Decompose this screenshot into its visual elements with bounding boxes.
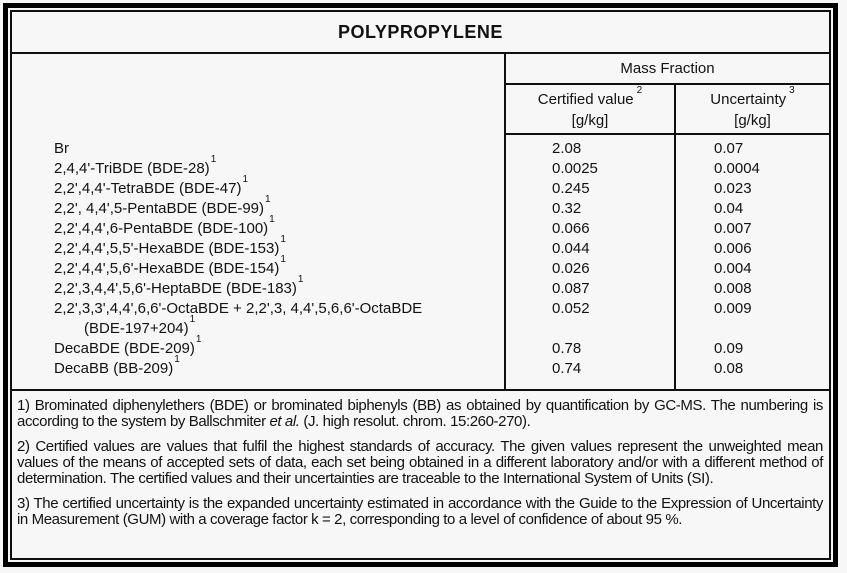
footnote-1-italic: et al.: [269, 413, 300, 430]
table-title: POLYPROPYLENE: [12, 12, 829, 54]
footnote-1: 1) Brominated diphenylethers (BDE) or br…: [17, 398, 823, 430]
uncertainty-label: Uncertainty3: [710, 85, 795, 109]
certified-value: 0.052: [552, 300, 590, 317]
certified-value: 0.245: [552, 180, 590, 197]
footnote-ref-1: 1: [280, 254, 286, 265]
uncertainty-value: 0.023: [714, 180, 752, 197]
certified-unit-label: [g/kg]: [571, 112, 609, 129]
mass-fraction-group: Mass Fraction Certified value2 [g/kg] Un…: [506, 54, 829, 135]
data-section: Br 2,4,4'-TriBDE (BDE-28)1 2,2',4,4'-Tetra…: [12, 135, 829, 391]
certified-value: 2.08: [552, 140, 582, 157]
compound-name: (BDE-197+204)1: [84, 314, 196, 338]
compound-name: 2,2',4,4',5,6'-HexaBDE (BDE-154)1: [54, 254, 286, 278]
table-header: Mass Fraction Certified value2 [g/kg] Un…: [12, 54, 829, 135]
compound-name: DecaBDE (BDE-209)1: [54, 334, 202, 358]
uncertainty-value: 0.008: [714, 280, 752, 297]
certified-value: 0.74: [552, 360, 582, 377]
certified-value: 0.32: [552, 200, 582, 217]
compound-name: 2,2',4,4',6-PentaBDE (BDE-100)1: [54, 214, 275, 238]
uncertainty-value: 0.09: [714, 340, 744, 357]
footnote-ref-1: 1: [189, 314, 196, 325]
footnote-1-text: 1) Brominated diphenylethers (BDE) or br…: [17, 397, 823, 430]
uncertainty-value: [714, 319, 829, 339]
certified-value: 0.044: [552, 240, 590, 257]
certified-value: 0.78: [552, 340, 582, 357]
table-frame: POLYPROPYLENE Mass Fraction Certified va…: [3, 3, 838, 567]
uncertainty-value: 0.04: [714, 200, 744, 217]
compound-name: Br: [54, 140, 69, 157]
footnote-ref-1: 1: [242, 174, 249, 185]
certified-value-header: Certified value2 [g/kg]: [506, 85, 676, 133]
footnote-2: 2) Certified values are values that fulf…: [17, 438, 823, 487]
uncertainty-value: 0.004: [714, 260, 752, 277]
compound-name: 2,4,4'-TriBDE (BDE-28)1: [54, 154, 217, 178]
certificate-table: POLYPROPYLENE Mass Fraction Certified va…: [10, 10, 831, 560]
compound-name: 2,2',3,4,4',5,6'-HeptaBDE (BDE-183)1: [54, 274, 304, 298]
uncertainty-value: 0.007: [714, 220, 752, 237]
uncertainty-unit-label: [g/kg]: [734, 112, 771, 129]
certified-value: 0.066: [552, 220, 590, 237]
compound-column: Br 2,4,4'-TriBDE (BDE-28)1 2,2',4,4'-Tetra…: [12, 135, 506, 389]
certified-value: 0.0025: [552, 160, 598, 177]
uncertainty-value: 0.08: [714, 360, 744, 377]
footnote-ref-1: 1: [174, 354, 180, 365]
uncertainty-header: Uncertainty3 [g/kg]: [676, 85, 829, 133]
subheader-row: Certified value2 [g/kg] Uncertainty3 [g/…: [506, 85, 829, 135]
compound-name: 2,2',4,4',5,5'-HexaBDE (BDE-153)1: [54, 234, 286, 258]
footnote-ref-2: 2: [636, 85, 643, 96]
footnote-ref-1: 1: [297, 274, 304, 285]
certified-value: [552, 319, 674, 339]
certified-value: 0.026: [552, 260, 590, 277]
uncertainty-value: 0.0004: [714, 160, 760, 177]
footnote-ref-1: 1: [195, 334, 202, 345]
footnote-1-ref: (J. high resolut. chrom. 15:260-270).: [299, 413, 531, 430]
compound-name: 2,2',3,3',4,4',6,6'-OctaBDE + 2,2',3, 4,…: [54, 300, 423, 317]
uncertainty-value: 0.009: [714, 300, 752, 317]
footnote-ref-1: 1: [210, 154, 217, 165]
footnote-ref-1: 1: [280, 234, 286, 245]
mass-fraction-header: Mass Fraction: [506, 54, 829, 85]
compound-name: DecaBB (BB-209)1: [54, 354, 180, 378]
empty-header-cell: [12, 54, 506, 135]
certified-value-column: 2.08 0.0025 0.245 0.32 0.066 0.044 0.026 0.087 0…: [506, 135, 676, 389]
footnote-ref-3: 3: [789, 85, 795, 96]
footnote-3: 3) The certified uncertainty is the expa…: [17, 495, 823, 528]
compound-name: 2,2',4,4'-TetraBDE (BDE-47)1: [54, 174, 249, 198]
header-row: Mass Fraction Certified value2 [g/kg] Un…: [12, 54, 829, 135]
footnote-ref-1: 1: [269, 214, 275, 225]
uncertainty-value: 0.07: [714, 140, 744, 157]
uncertainty-value: 0.006: [714, 240, 752, 257]
uncertainty-column: 0.07 0.0004 0.023 0.04 0.007 0.006 0.004 0.008 0…: [676, 135, 829, 389]
footnote-ref-1: 1: [265, 194, 271, 205]
certified-value-label: Certified value2: [537, 85, 643, 109]
compound-name: 2,2', 4,4',5-PentaBDE (BDE-99)1: [54, 194, 271, 218]
footnotes-section: 1) Brominated diphenylethers (BDE) or br…: [12, 391, 829, 558]
certified-value: 0.087: [552, 280, 590, 297]
